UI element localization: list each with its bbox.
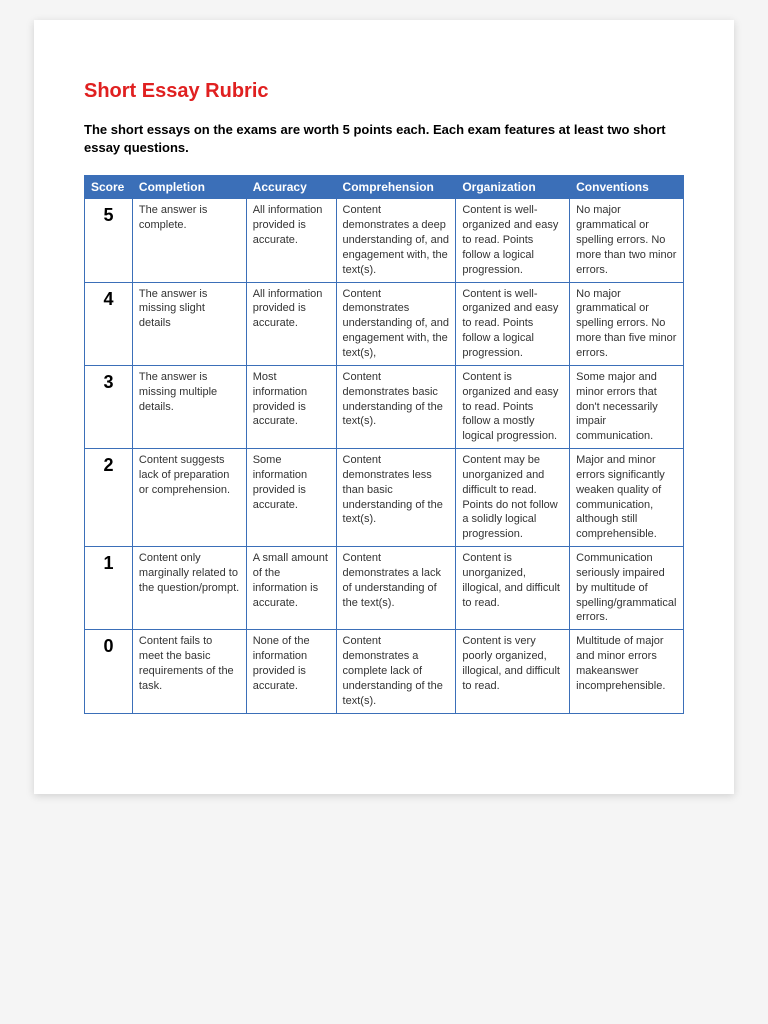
page-title: Short Essay Rubric [84,80,684,103]
cell-score: 4 [85,282,133,365]
table-header-row: Score Completion Accuracy Comprehension … [85,176,684,199]
cell-completion: The answer is complete. [132,199,246,282]
cell-comprehension: Content demonstrates a complete lack of … [336,630,456,713]
table-row: 2 Content suggests lack of preparation o… [85,449,684,547]
cell-comprehension: Content demonstrates less than basic und… [336,449,456,547]
cell-conventions: Major and minor errors significantly wea… [570,449,684,547]
cell-organization: Content is well-organized and easy to re… [456,199,570,282]
cell-comprehension: Content demonstrates understanding of, a… [336,282,456,365]
cell-organization: Content is very poorly organized, illogi… [456,630,570,713]
intro-text: The short essays on the exams are worth … [84,121,684,157]
table-row: 1 Content only marginally related to the… [85,547,684,630]
table-row: 0 Content fails to meet the basic requir… [85,630,684,713]
cell-organization: Content is well-organized and easy to re… [456,282,570,365]
col-comprehension: Comprehension [336,176,456,199]
cell-accuracy: Most information provided is accurate. [246,365,336,448]
cell-completion: Content fails to meet the basic requirem… [132,630,246,713]
cell-score: 0 [85,630,133,713]
col-score: Score [85,176,133,199]
cell-conventions: Communication seriously impaired by mult… [570,547,684,630]
cell-accuracy: All information provided is accurate. [246,282,336,365]
cell-score: 5 [85,199,133,282]
rubric-table: Score Completion Accuracy Comprehension … [84,175,684,713]
col-conventions: Conventions [570,176,684,199]
cell-score: 1 [85,547,133,630]
table-row: 3 The answer is missing multiple details… [85,365,684,448]
cell-organization: Content is organized and easy to read. P… [456,365,570,448]
cell-completion: Content suggests lack of preparation or … [132,449,246,547]
cell-conventions: Some major and minor errors that don't n… [570,365,684,448]
cell-comprehension: Content demonstrates basic understanding… [336,365,456,448]
table-row: 4 The answer is missing slight details A… [85,282,684,365]
cell-comprehension: Content demonstrates a lack of understan… [336,547,456,630]
cell-conventions: No major grammatical or spelling errors.… [570,282,684,365]
col-accuracy: Accuracy [246,176,336,199]
cell-completion: The answer is missing slight details [132,282,246,365]
cell-accuracy: A small amount of the information is acc… [246,547,336,630]
cell-organization: Content may be unorganized and difficult… [456,449,570,547]
cell-completion: The answer is missing multiple details. [132,365,246,448]
col-organization: Organization [456,176,570,199]
col-completion: Completion [132,176,246,199]
table-row: 5 The answer is complete. All informatio… [85,199,684,282]
cell-score: 3 [85,365,133,448]
cell-accuracy: Some information provided is accurate. [246,449,336,547]
cell-organization: Content is unorganized, illogical, and d… [456,547,570,630]
cell-comprehension: Content demonstrates a deep understandin… [336,199,456,282]
document-page: Short Essay Rubric The short essays on t… [34,20,734,794]
cell-accuracy: All information provided is accurate. [246,199,336,282]
cell-score: 2 [85,449,133,547]
cell-completion: Content only marginally related to the q… [132,547,246,630]
cell-conventions: Multitude of major and minor errors make… [570,630,684,713]
cell-conventions: No major grammatical or spelling errors.… [570,199,684,282]
cell-accuracy: None of the information provided is accu… [246,630,336,713]
